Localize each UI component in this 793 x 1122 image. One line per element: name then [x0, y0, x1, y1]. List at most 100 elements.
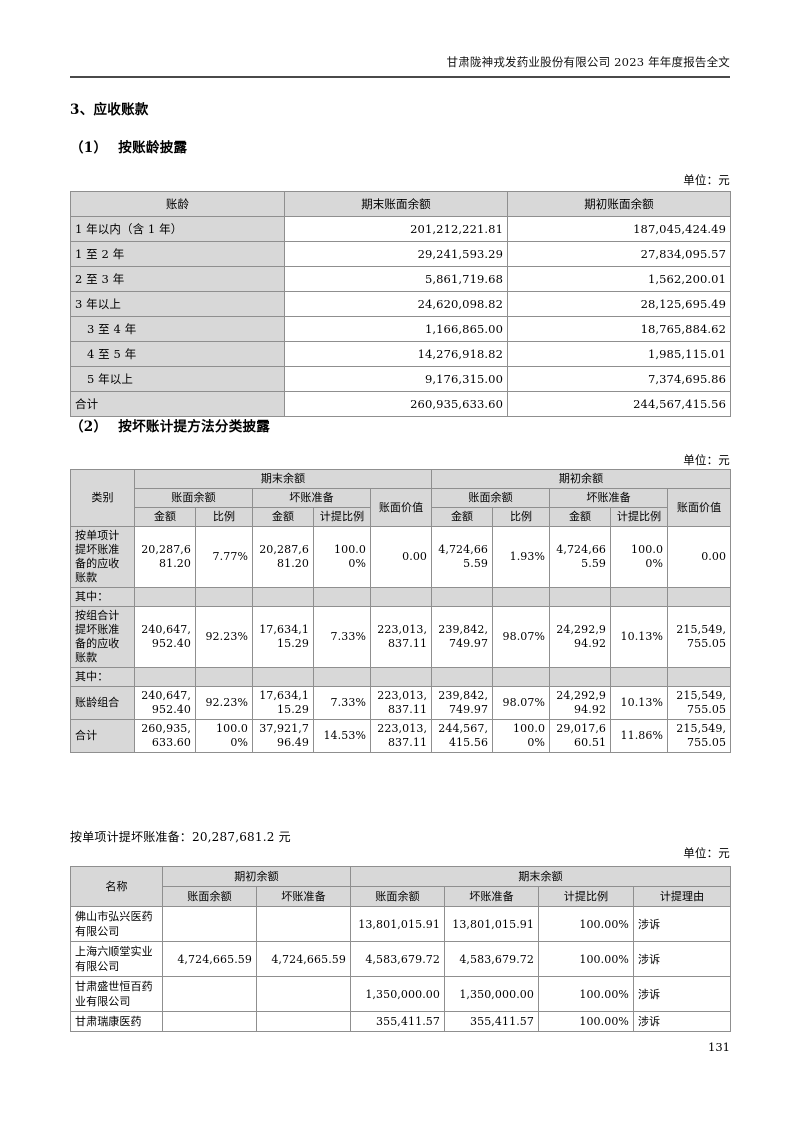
row-label: 其中： — [70, 667, 135, 687]
cell-end-provision: 4,583,679.72 — [444, 941, 539, 977]
unit-label-aging: 单位：元 — [683, 173, 730, 187]
row-label: 合计 — [70, 719, 135, 753]
column-header-ending-book-value: 账面价值 — [369, 488, 433, 527]
cell — [195, 587, 253, 607]
table-row: 3 年以上 24,620,098.82 28,125,695.49 — [70, 291, 731, 317]
running-header: 甘肃陇神戎发药业股份有限公司 2023 年年度报告全文 — [446, 55, 730, 69]
cell-reason: 涉诉 — [632, 906, 732, 942]
row-label: 1 至 2 年 — [70, 241, 285, 267]
column-header-beginning-provision-ratio: 计提比例 — [610, 507, 669, 527]
table-row: 1 年以内（含 1 年） 201,212,221.81 187,045,424.… — [70, 216, 731, 242]
cell: 4,724,665.59 — [549, 526, 612, 588]
cell — [134, 587, 196, 607]
cell-end-provision: 1,350,000.00 — [444, 976, 539, 1012]
cell: 17,634,115.29 — [252, 686, 314, 720]
cell: 223,013,837.11 — [369, 719, 433, 753]
cell: 0.00 — [667, 526, 732, 588]
cell-ending: 201,212,221.81 — [284, 216, 508, 242]
cell: 7.33% — [313, 606, 371, 668]
cell-end-provision: 355,411.57 — [444, 1011, 539, 1032]
cell: 215,549,755.05 — [667, 606, 732, 668]
cell — [431, 587, 494, 607]
cell: 24,292,994.92 — [549, 686, 612, 720]
cell-begin-provision — [256, 976, 351, 1012]
column-header-ending-amount: 金额 — [134, 507, 196, 527]
cell-name: 佛山市弘兴医药有限公司 — [70, 906, 163, 942]
header-divider — [70, 76, 730, 78]
cell: 10.13% — [610, 686, 669, 720]
cell-end-balance: 1,350,000.00 — [350, 976, 445, 1012]
cell: 0.00 — [369, 526, 433, 588]
page-number: 131 — [708, 1040, 730, 1054]
cell-reason: 涉诉 — [632, 976, 732, 1012]
table-header-row-2: 账面余额 坏账准备 账面价值 账面余额 坏账准备 账面价值 — [71, 488, 732, 527]
cell: 100.00% — [610, 526, 669, 588]
cell — [313, 667, 371, 687]
cell-ratio: 100.00% — [538, 976, 634, 1012]
cell: 7.77% — [195, 526, 253, 588]
cell: 239,842,749.97 — [431, 606, 494, 668]
column-header-beginning-balance: 期初账面余额 — [507, 191, 731, 217]
table-row: 4 至 5 年 14,276,918.82 1,985,115.01 — [70, 341, 731, 367]
cell-ratio: 100.00% — [538, 906, 634, 942]
cell: 14.53% — [313, 719, 371, 753]
table-row: 按单项计提坏账准备的应收账款 20,287,681.20 7.77% 20,28… — [70, 526, 732, 588]
cell-ending: 5,861,719.68 — [284, 266, 508, 292]
cell: 98.07% — [492, 686, 551, 720]
table-row: 账龄组合 240,647,952.40 92.23% 17,634,115.29… — [70, 686, 732, 720]
cell — [195, 667, 253, 687]
cell-end-balance: 355,411.57 — [350, 1011, 445, 1032]
cell-name: 甘肃瑞康医药 — [70, 1011, 163, 1032]
cell: 7.33% — [313, 686, 371, 720]
cell: 17,634,115.29 — [252, 606, 314, 668]
cell-beginning: 28,125,695.49 — [507, 291, 731, 317]
cell: 223,013,837.11 — [369, 606, 433, 668]
column-header-beginning-book-value: 账面价值 — [667, 488, 732, 527]
cell — [610, 667, 669, 687]
cell — [369, 667, 433, 687]
cell: 240,647,952.40 — [134, 606, 196, 668]
cell — [549, 587, 612, 607]
cell-name: 甘肃盛世恒百药业有限公司 — [70, 976, 163, 1012]
cell — [313, 587, 371, 607]
cell — [369, 587, 433, 607]
aging-disclosure-table: 账龄 期末账面余额 期初账面余额 1 年以内（含 1 年） 201,212,22… — [70, 191, 731, 417]
cell: 215,549,755.05 — [667, 719, 732, 753]
column-header-category: 类别 — [70, 469, 135, 527]
column-header-beginning-book-balance: 账面余额 — [162, 886, 257, 907]
row-label: 账龄组合 — [70, 686, 135, 720]
column-header-aging: 账龄 — [70, 191, 285, 217]
cell: 24,292,994.92 — [549, 606, 612, 668]
cell: 100.00% — [492, 719, 551, 753]
cell: 98.07% — [492, 606, 551, 668]
table-row: 甘肃瑞康医药 355,411.57 355,411.57 100.00% 涉诉 — [70, 1011, 732, 1032]
cell — [549, 667, 612, 687]
row-label: 2 至 3 年 — [70, 266, 285, 292]
table-header-row-1: 类别 期末余额 期初余额 — [70, 469, 732, 527]
row-label: 5 年以上 — [70, 366, 285, 392]
row-label: 4 至 5 年 — [70, 341, 285, 367]
unit-label-single: 单位：元 — [683, 846, 730, 860]
cell — [252, 667, 314, 687]
cell: 239,842,749.97 — [431, 686, 494, 720]
cell-beginning: 187,045,424.49 — [507, 216, 731, 242]
cell-beginning: 244,567,415.56 — [507, 391, 731, 417]
table-row: 1 至 2 年 29,241,593.29 27,834,095.57 — [70, 241, 731, 267]
cell: 29,017,660.51 — [549, 719, 612, 753]
subsection-index-2: （2） — [70, 419, 108, 435]
table-subgroup-row: 其中： — [70, 587, 732, 607]
column-header-beginning-ratio: 比例 — [492, 507, 551, 527]
table-row: 佛山市弘兴医药有限公司 13,801,015.91 13,801,015.91 … — [70, 906, 732, 942]
group-header-ending-provision: 坏账准备 — [252, 488, 371, 508]
cell-end-balance: 4,583,679.72 — [350, 941, 445, 977]
table-header-row-1: 名称 期初余额 期末余额 — [70, 866, 732, 907]
column-header-ending-book-balance: 账面余额 — [350, 886, 445, 907]
table-row: 甘肃盛世恒百药业有限公司 1,350,000.00 1,350,000.00 1… — [70, 976, 732, 1012]
cell: 100.00% — [313, 526, 371, 588]
cell-ratio: 100.00% — [538, 941, 634, 977]
cell-beginning: 1,562,200.01 — [507, 266, 731, 292]
table-row: 5 年以上 9,176,315.00 7,374,695.86 — [70, 366, 731, 392]
cell-ending: 29,241,593.29 — [284, 241, 508, 267]
cell: 20,287,681.20 — [134, 526, 196, 588]
